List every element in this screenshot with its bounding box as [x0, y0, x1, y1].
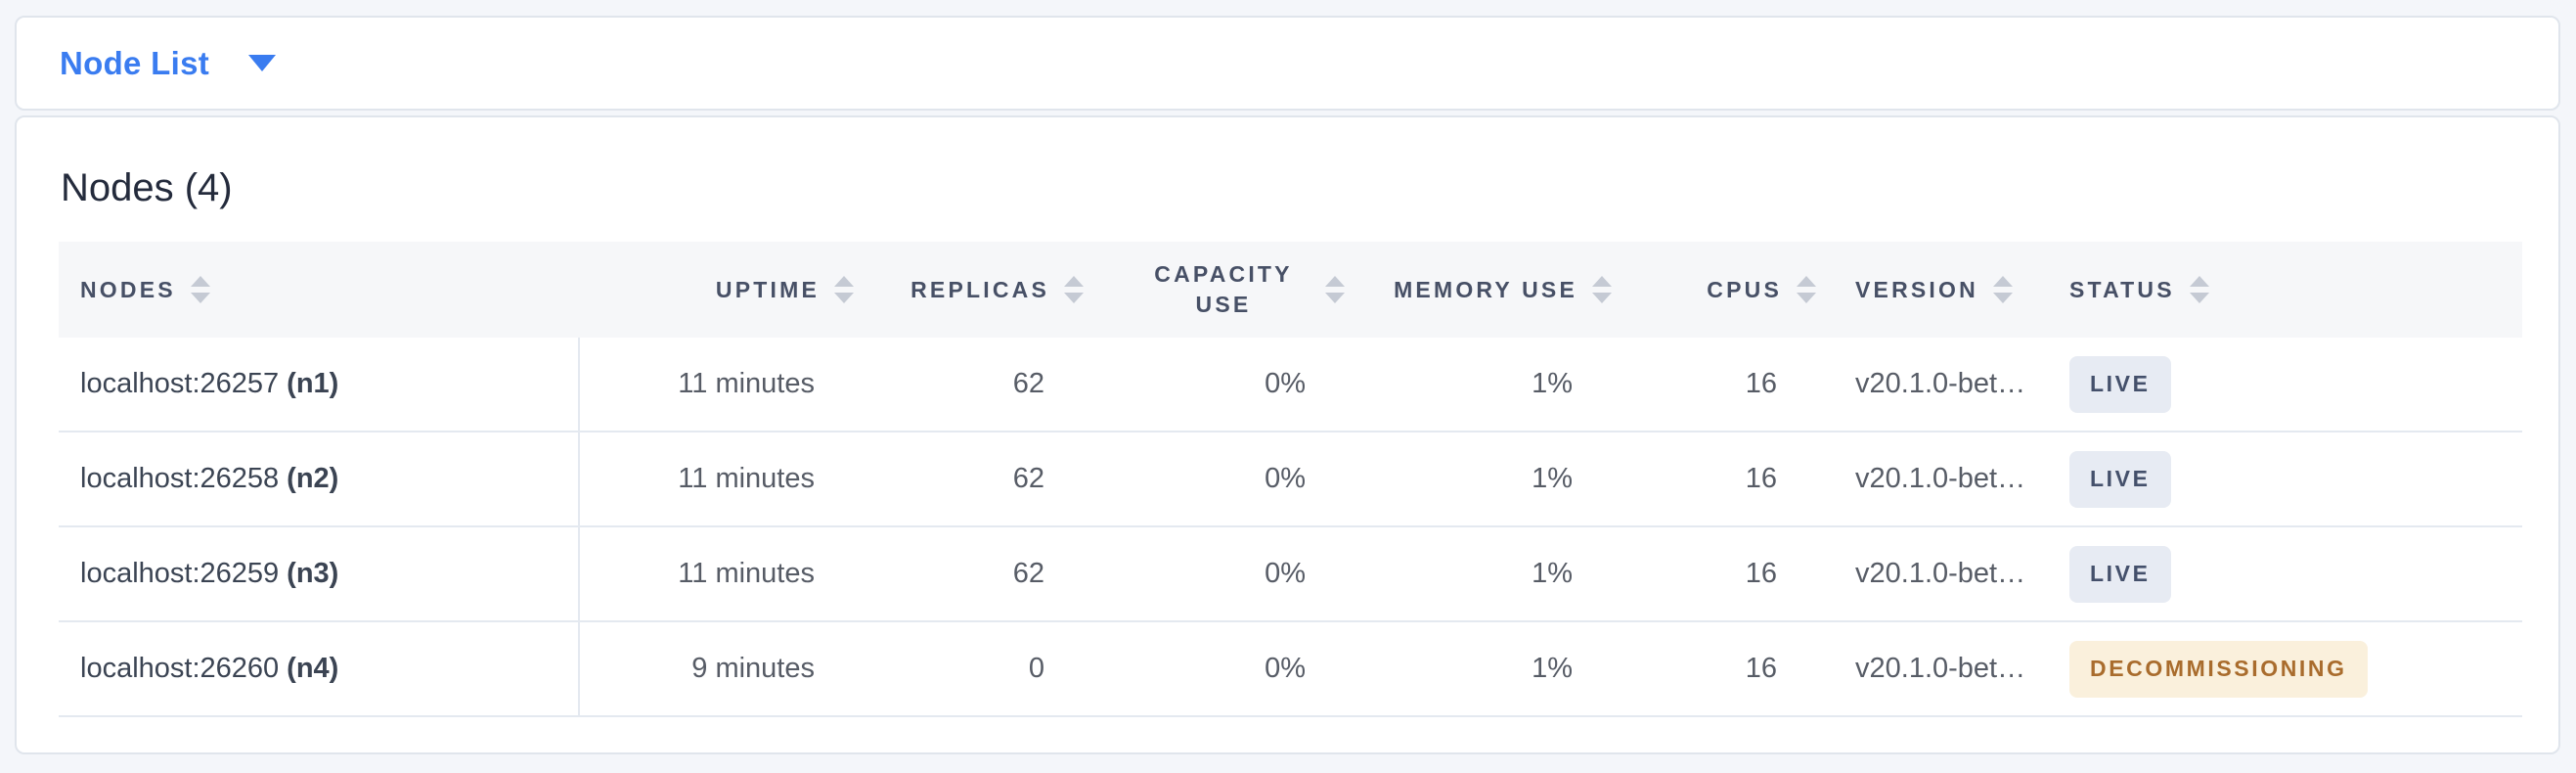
node-address: localhost:26257 — [80, 368, 280, 399]
table-row: localhost:26259 (n3) 11 minutes 62 0% 1%… — [59, 527, 2522, 622]
sort-carets-icon — [190, 276, 210, 303]
cpus-cell: 16 — [1745, 558, 1777, 589]
column-header-nodes[interactable]: NODES — [59, 242, 580, 338]
column-header-label: REPLICAS — [910, 276, 1049, 302]
sort-carets-icon — [1064, 276, 1084, 303]
table-row: localhost:26257 (n1) 11 minutes 62 0% 1%… — [59, 338, 2522, 432]
column-header-label: MEMORY USE — [1394, 276, 1577, 302]
sort-carets-icon — [1992, 276, 2013, 303]
node-id: (n4) — [287, 653, 339, 684]
node-id: (n3) — [287, 558, 339, 589]
node-name-cell[interactable]: localhost:26259 (n3) — [59, 527, 580, 620]
status-badge: LIVE — [2069, 545, 2171, 603]
status-cell: DECOMMISSIONING — [2031, 622, 2522, 715]
version-cell: v20.1.0-bet… — [1855, 463, 2026, 494]
column-header-label: CAPACITY USE — [1154, 261, 1293, 317]
caret-down-icon — [248, 55, 277, 71]
view-selector-label: Node List — [60, 44, 210, 81]
column-header-label: STATUS — [2069, 276, 2175, 302]
sort-carets-icon — [2189, 276, 2209, 303]
column-header-capacity-use[interactable]: CAPACITY USE — [1086, 242, 1347, 338]
sort-carets-icon — [834, 276, 854, 303]
column-header-label: VERSION — [1855, 276, 1978, 302]
version-cell: v20.1.0-bet… — [1855, 653, 2026, 684]
replicas-cell: 62 — [1012, 463, 1044, 494]
nodes-panel: Nodes (4) NODES UPTIME REPLICAS CAPACITY… — [15, 115, 2560, 754]
cpus-cell: 16 — [1745, 463, 1777, 494]
status-cell: LIVE — [2031, 527, 2522, 620]
node-id: (n1) — [287, 368, 339, 399]
node-address: localhost:26260 — [80, 653, 280, 684]
view-selector-dropdown[interactable]: Node List — [60, 44, 277, 82]
column-header-label: NODES — [80, 276, 176, 302]
capacity-use-cell: 0% — [1265, 463, 1306, 494]
column-header-version[interactable]: VERSION — [1818, 242, 2031, 338]
sort-carets-icon — [1592, 276, 1612, 303]
replicas-cell: 62 — [1012, 368, 1044, 399]
uptime-cell: 11 minutes — [678, 558, 815, 589]
capacity-use-cell: 0% — [1265, 558, 1306, 589]
node-table: NODES UPTIME REPLICAS CAPACITY USE MEMOR… — [59, 242, 2522, 717]
memory-use-cell: 1% — [1532, 463, 1573, 494]
view-selector-card: Node List — [15, 16, 2560, 111]
version-cell: v20.1.0-bet… — [1855, 368, 2026, 399]
node-address: localhost:26259 — [80, 558, 280, 589]
column-header-replicas[interactable]: REPLICAS — [856, 242, 1086, 338]
memory-use-cell: 1% — [1532, 558, 1573, 589]
sort-carets-icon — [1325, 276, 1345, 303]
node-address: localhost:26258 — [80, 463, 280, 494]
memory-use-cell: 1% — [1532, 653, 1573, 684]
node-name-cell[interactable]: localhost:26257 (n1) — [59, 338, 580, 431]
table-row: localhost:26258 (n2) 11 minutes 62 0% 1%… — [59, 432, 2522, 527]
capacity-use-cell: 0% — [1265, 368, 1306, 399]
uptime-cell: 11 minutes — [678, 463, 815, 494]
column-header-cpus[interactable]: CPUS — [1614, 242, 1818, 338]
uptime-cell: 11 minutes — [678, 368, 815, 399]
column-header-label: CPUS — [1707, 276, 1782, 302]
node-name-cell[interactable]: localhost:26260 (n4) — [59, 622, 580, 715]
cpus-cell: 16 — [1745, 653, 1777, 684]
capacity-use-cell: 0% — [1265, 653, 1306, 684]
page-title: Nodes (4) — [61, 166, 233, 209]
status-cell: LIVE — [2031, 338, 2522, 431]
status-cell: LIVE — [2031, 432, 2522, 525]
replicas-cell: 0 — [1028, 653, 1044, 684]
version-cell: v20.1.0-bet… — [1855, 558, 2026, 589]
uptime-cell: 9 minutes — [691, 653, 815, 684]
cpus-cell: 16 — [1745, 368, 1777, 399]
column-header-uptime[interactable]: UPTIME — [580, 242, 856, 338]
replicas-cell: 62 — [1012, 558, 1044, 589]
status-badge: DECOMMISSIONING — [2069, 640, 2368, 698]
node-name-cell[interactable]: localhost:26258 (n2) — [59, 432, 580, 525]
column-header-memory-use[interactable]: MEMORY USE — [1347, 242, 1614, 338]
sort-carets-icon — [1797, 276, 1816, 303]
status-badge: LIVE — [2069, 450, 2171, 508]
table-row: localhost:26260 (n4) 9 minutes 0 0% 1% 1… — [59, 622, 2522, 717]
memory-use-cell: 1% — [1532, 368, 1573, 399]
node-id: (n2) — [287, 463, 339, 494]
status-badge: LIVE — [2069, 355, 2171, 413]
column-header-status[interactable]: STATUS — [2031, 242, 2522, 338]
table-header-row: NODES UPTIME REPLICAS CAPACITY USE MEMOR… — [59, 242, 2522, 338]
column-header-label: UPTIME — [715, 276, 820, 302]
